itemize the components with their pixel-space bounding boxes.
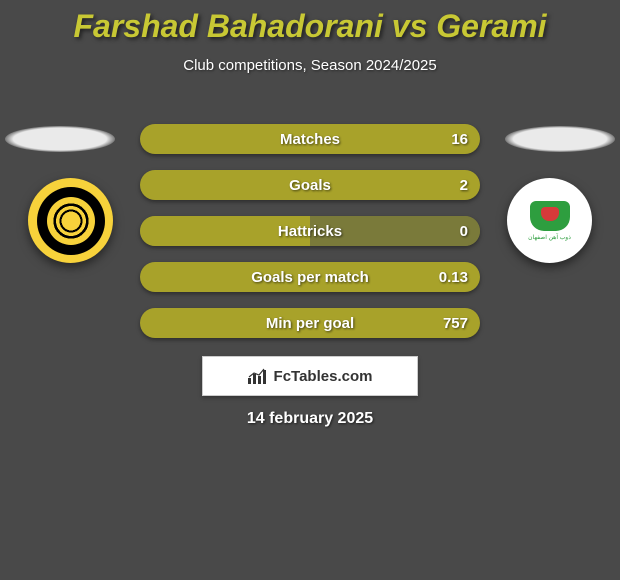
stat-row: Min per goal757 [140,308,480,338]
team1-logo-inner [37,187,105,255]
team2-logo-rose [541,207,559,221]
stat-label: Goals per match [140,262,480,292]
stat-label: Min per goal [140,308,480,338]
brand-text: FcTables.com [274,368,373,385]
team2-logo-shield [530,201,570,231]
stat-value: 16 [451,124,468,154]
stat-value: 0 [460,216,468,246]
stat-value: 2 [460,170,468,200]
team1-logo [28,178,113,263]
subtitle: Club competitions, Season 2024/2025 [0,57,620,74]
player1-shadow [5,126,115,152]
brand-box[interactable]: FcTables.com [202,356,418,396]
stat-value: 757 [443,308,468,338]
stat-value: 0.13 [439,262,468,292]
chart-icon [248,368,268,384]
player2-shadow [505,126,615,152]
stat-row: Hattricks0 [140,216,480,246]
stat-label: Matches [140,124,480,154]
page-title: Farshad Bahadorani vs Gerami [0,0,620,45]
team2-logo-text: ذوب آهن اصفهان [528,234,571,241]
stat-label: Goals [140,170,480,200]
stats-bars: Matches16 Goals2 Hattricks0 Goals per match… [140,124,480,354]
stat-row: Goals per match0.13 [140,262,480,292]
stat-row: Goals2 [140,170,480,200]
team1-logo-ring [47,197,95,245]
stat-row: Matches16 [140,124,480,154]
team2-logo: ذوب آهن اصفهان [507,178,592,263]
stat-label: Hattricks [140,216,480,246]
date-text: 14 february 2025 [0,410,620,428]
